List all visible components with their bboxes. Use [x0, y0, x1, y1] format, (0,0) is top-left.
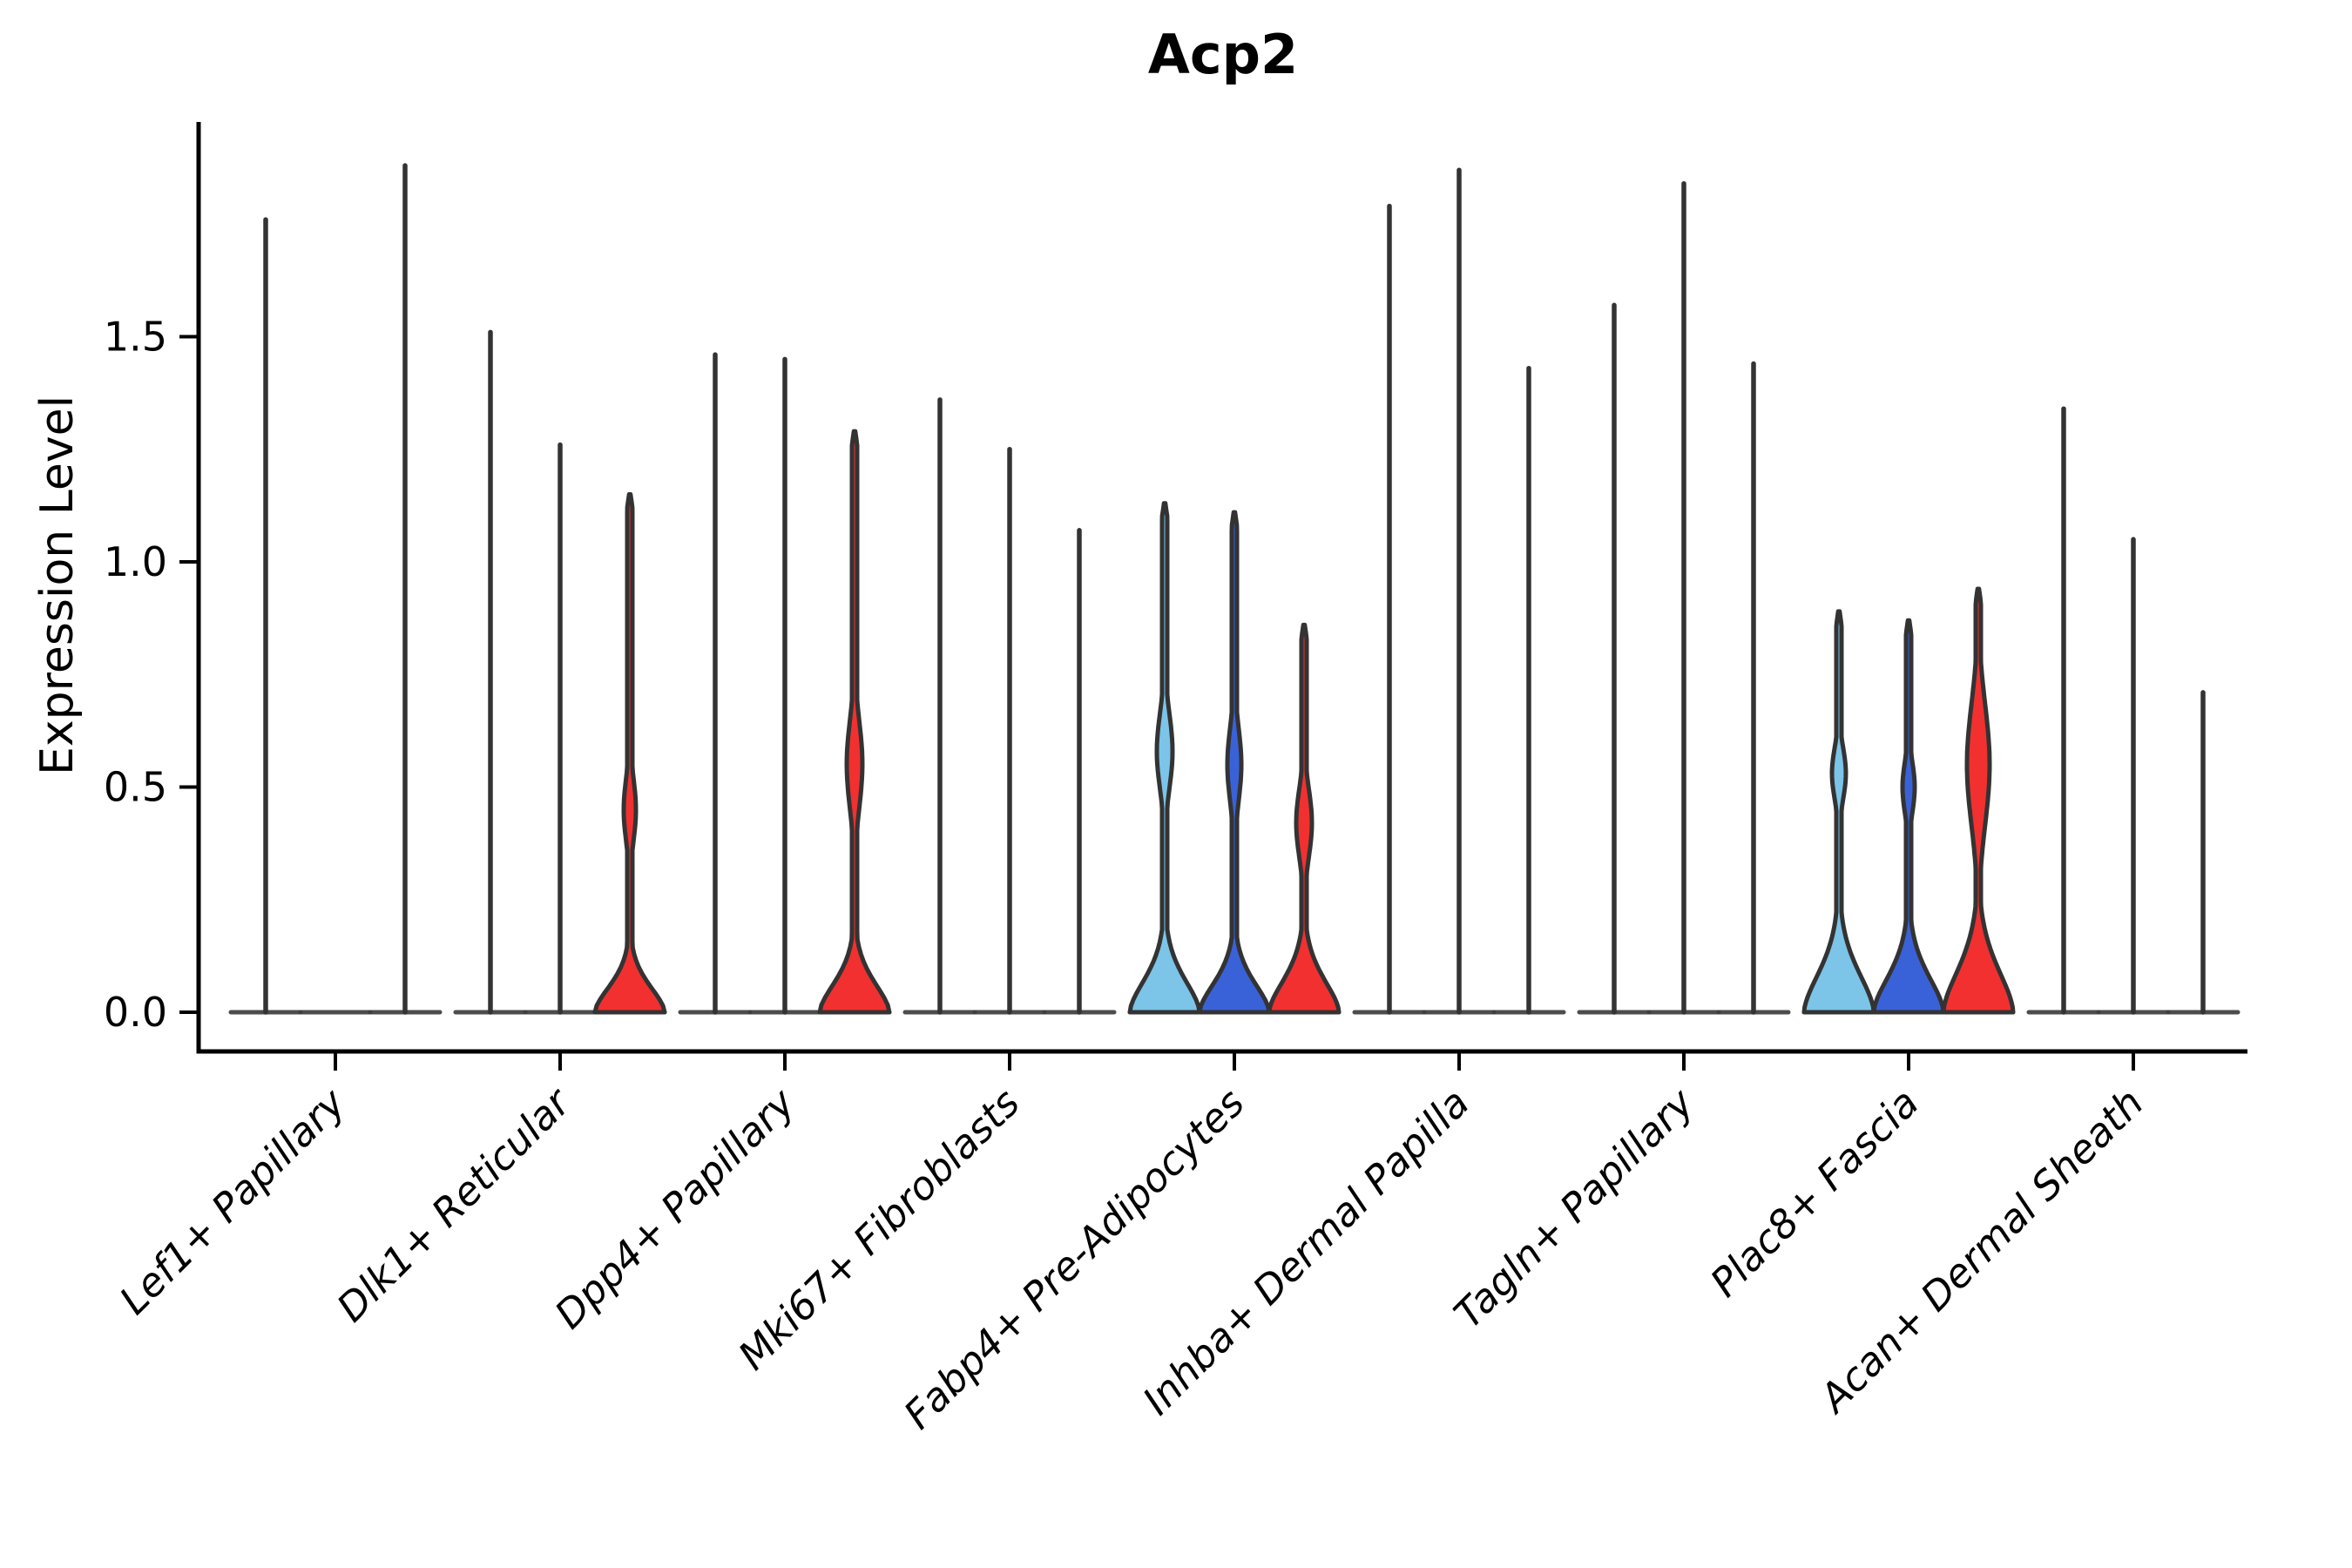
- chart-title: Acp2: [1147, 23, 1299, 86]
- x-tick-label-7: Tagln+ Papillary: [1445, 1078, 1704, 1337]
- violin-3-split-3-red: [817, 429, 892, 1015]
- y-tick-label: 0.0: [104, 989, 167, 1036]
- x-tick-label-3: Dpp4+ Papillary: [546, 1078, 805, 1337]
- y-tick-label: 1.5: [104, 314, 167, 361]
- y-tick-label: 1.0: [104, 538, 167, 585]
- violin-8-split-1-light-blue: [1801, 609, 1876, 1015]
- violin-5-split-3-red: [1267, 622, 1342, 1015]
- violin-5-split-1-light-blue: [1127, 501, 1202, 1015]
- x-tick-label-8: Plac8+ Fascia: [1701, 1079, 1928, 1306]
- violin-8-split-2-dark-blue: [1871, 618, 1946, 1015]
- violin-8-split-3-red: [1941, 586, 2016, 1015]
- violin-2-split-3-red: [592, 492, 667, 1015]
- violin-5-split-2-dark-blue: [1197, 510, 1272, 1015]
- x-tick-label-2: Dlk1+ Reticular: [328, 1078, 580, 1331]
- x-tick-label-1: Lef1+ Papillary: [111, 1078, 355, 1323]
- y-tick-label: 0.5: [104, 764, 167, 811]
